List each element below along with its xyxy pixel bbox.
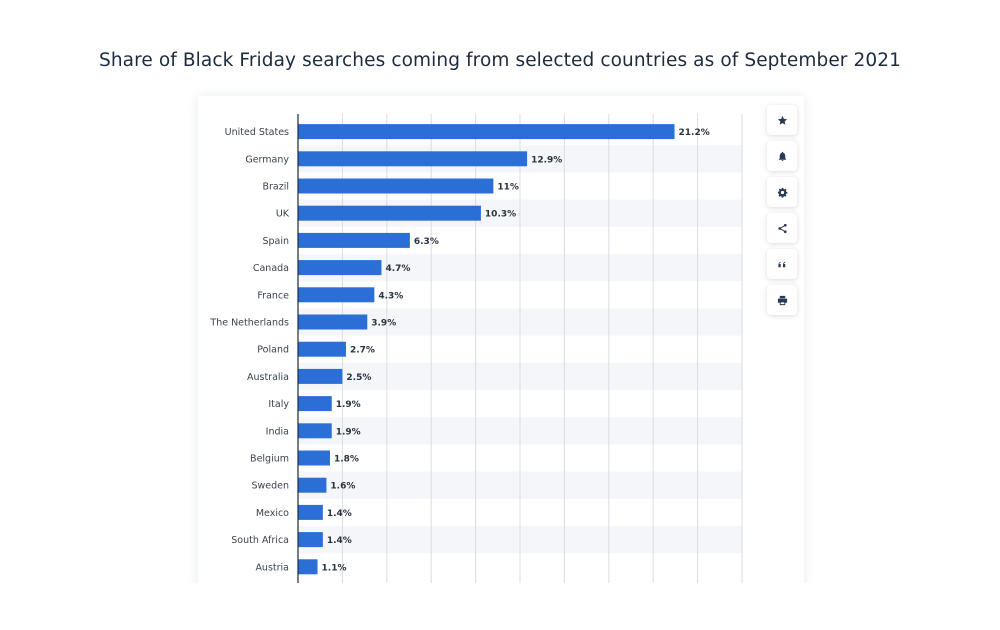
- bar[interactable]: [298, 151, 528, 167]
- category-label: Canada: [253, 263, 289, 274]
- category-label: Mexico: [256, 508, 289, 519]
- value-label: 1.4%: [327, 509, 352, 519]
- chart-title: Share of Black Friday searches coming fr…: [99, 50, 901, 71]
- star-icon: [777, 115, 788, 126]
- share-icon: [777, 223, 788, 234]
- page-bottom: [0, 583, 1000, 630]
- value-label: 4.7%: [385, 264, 410, 274]
- bar[interactable]: [298, 232, 410, 248]
- print-button[interactable]: [767, 285, 797, 315]
- value-label: 4.3%: [378, 291, 403, 301]
- value-label: 10.3%: [485, 210, 516, 220]
- value-label: 1.1%: [322, 563, 347, 573]
- value-label: 6.3%: [414, 237, 439, 247]
- category-label: Germany: [245, 154, 289, 165]
- bar[interactable]: [298, 477, 327, 493]
- category-label: France: [257, 290, 289, 301]
- value-label: 1.9%: [336, 400, 361, 410]
- bar[interactable]: [298, 532, 323, 548]
- value-label: 1.9%: [336, 427, 361, 437]
- share-button[interactable]: [767, 213, 797, 243]
- bar[interactable]: [298, 287, 375, 303]
- value-label: 2.5%: [346, 373, 371, 383]
- category-label: India: [266, 426, 289, 437]
- print-icon: [777, 295, 788, 306]
- bar[interactable]: [298, 396, 332, 412]
- category-label: Australia: [247, 372, 289, 383]
- bell-icon: [777, 151, 788, 162]
- bar[interactable]: [298, 450, 330, 466]
- chart-toolbar: [767, 105, 797, 321]
- settings-button[interactable]: [767, 177, 797, 207]
- category-label: Poland: [257, 345, 289, 356]
- category-label: UK: [276, 209, 290, 220]
- bar[interactable]: [298, 368, 343, 384]
- bar[interactable]: [298, 178, 494, 194]
- category-label: Austria: [255, 562, 289, 573]
- bar[interactable]: [298, 341, 346, 357]
- bar[interactable]: [298, 504, 323, 520]
- value-label: 1.8%: [334, 455, 359, 465]
- cite-button[interactable]: [767, 249, 797, 279]
- gear-icon: [777, 187, 788, 198]
- bar[interactable]: [298, 423, 332, 439]
- value-label: 2.7%: [350, 346, 375, 356]
- bar-chart: United States 21.2% Germany 12.9% Brazil 11% U…: [209, 114, 743, 586]
- category-label: Brazil: [262, 182, 289, 193]
- bar[interactable]: [298, 559, 318, 575]
- value-label: 1.6%: [330, 482, 355, 492]
- value-label: 21.2%: [679, 128, 710, 138]
- quote-icon: [777, 259, 788, 270]
- bar[interactable]: [298, 205, 481, 221]
- favorite-button[interactable]: [767, 105, 797, 135]
- value-label: 3.9%: [371, 319, 396, 329]
- category-label: The Netherlands: [209, 318, 289, 329]
- bar[interactable]: [298, 260, 382, 276]
- value-label: 12.9%: [531, 155, 562, 165]
- category-label: Belgium: [250, 454, 289, 465]
- category-label: Italy: [268, 399, 289, 410]
- category-label: South Africa: [231, 535, 289, 546]
- bar[interactable]: [298, 124, 675, 140]
- category-label: Spain: [262, 236, 289, 247]
- category-label: Sweden: [251, 481, 289, 492]
- value-label: 1.4%: [327, 536, 352, 546]
- chart-card: United States 21.2% Germany 12.9% Brazil 11% U…: [198, 96, 804, 630]
- category-label: United States: [225, 127, 289, 138]
- value-label: 11%: [497, 183, 519, 193]
- notification-button[interactable]: [767, 141, 797, 171]
- bar[interactable]: [298, 314, 368, 330]
